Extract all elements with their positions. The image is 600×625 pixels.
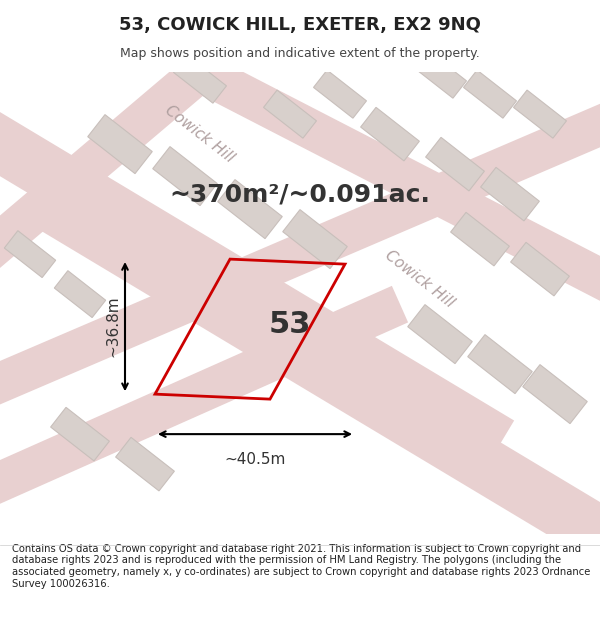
Text: Cowick Hill: Cowick Hill (383, 248, 457, 311)
Polygon shape (511, 242, 569, 296)
Polygon shape (218, 179, 282, 239)
Polygon shape (50, 408, 109, 461)
Polygon shape (55, 271, 106, 318)
Polygon shape (0, 286, 408, 522)
Polygon shape (523, 364, 587, 424)
Polygon shape (413, 50, 466, 98)
Text: ~370m²/~0.091ac.: ~370m²/~0.091ac. (170, 182, 430, 206)
Polygon shape (283, 209, 347, 269)
Polygon shape (0, 91, 514, 468)
Polygon shape (36, 181, 600, 588)
Text: ~40.5m: ~40.5m (224, 452, 286, 467)
Text: 53, COWICK HILL, EXETER, EX2 9NQ: 53, COWICK HILL, EXETER, EX2 9NQ (119, 16, 481, 34)
Polygon shape (514, 90, 566, 138)
Polygon shape (451, 213, 509, 266)
Text: Contains OS data © Crown copyright and database right 2021. This information is : Contains OS data © Crown copyright and d… (12, 544, 590, 589)
Text: Map shows position and indicative extent of the property.: Map shows position and indicative extent… (120, 47, 480, 60)
Polygon shape (468, 334, 532, 394)
Text: ~36.8m: ~36.8m (105, 296, 120, 358)
Polygon shape (481, 168, 539, 221)
Polygon shape (191, 54, 600, 322)
Polygon shape (425, 138, 484, 191)
Polygon shape (173, 55, 226, 103)
Polygon shape (361, 107, 419, 161)
Polygon shape (116, 438, 175, 491)
Polygon shape (263, 90, 316, 138)
Text: Cowick Hill: Cowick Hill (163, 102, 238, 166)
Polygon shape (314, 70, 367, 118)
Polygon shape (0, 86, 600, 422)
Polygon shape (153, 147, 217, 206)
Text: 53: 53 (269, 309, 311, 339)
Polygon shape (408, 304, 472, 364)
Polygon shape (0, 57, 213, 299)
Polygon shape (464, 70, 517, 118)
Polygon shape (88, 114, 152, 174)
Polygon shape (4, 231, 56, 278)
